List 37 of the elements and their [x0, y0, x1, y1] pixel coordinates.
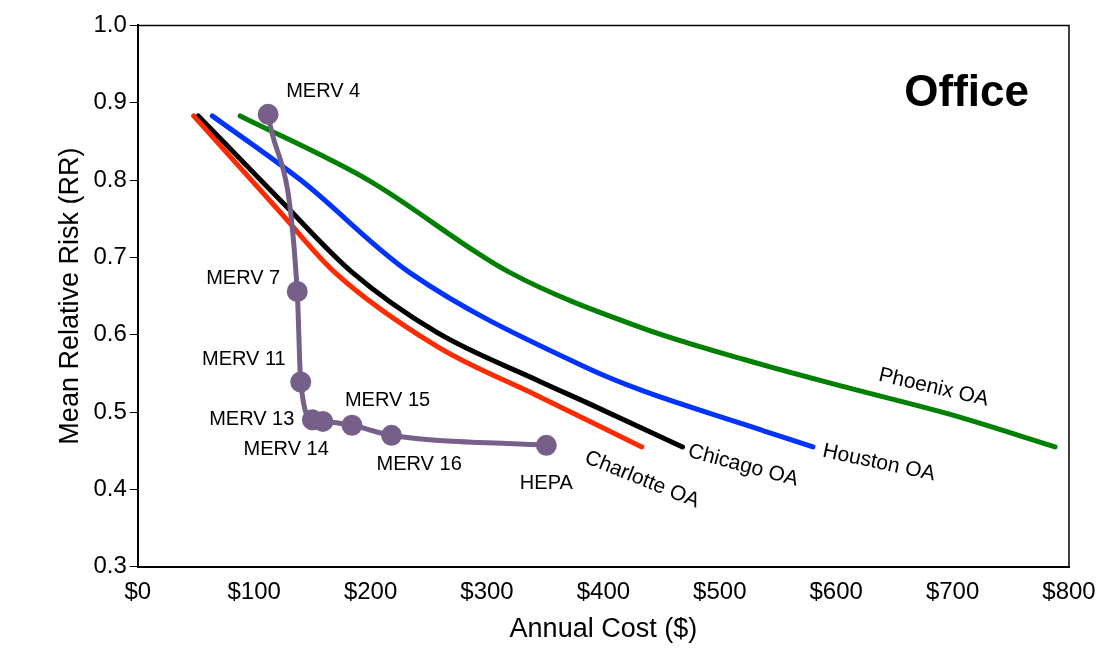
annotation: HEPA: [519, 470, 574, 493]
text: Chicago OA: [686, 438, 802, 490]
text: Houston OA: [820, 438, 938, 485]
text: Office: [904, 65, 1029, 115]
y-tick-label: 0.6: [93, 319, 127, 347]
y-tick-label: 0.4: [93, 474, 127, 502]
x-tick-label: $100: [227, 576, 281, 604]
y-tick-label: 0.9: [93, 87, 127, 115]
x-axis-title: Annual Cost ($): [509, 613, 698, 644]
x-tick-label: $600: [809, 576, 863, 604]
x-tick-label: $400: [576, 576, 631, 604]
annotation: MERV 15: [344, 387, 431, 410]
y-tick-label: 1.0: [93, 10, 127, 38]
point: [290, 371, 312, 393]
point: [257, 103, 279, 125]
x-tick-label: $800: [1042, 576, 1096, 604]
point: [381, 424, 403, 446]
annotation: MERV 11: [201, 347, 286, 370]
annotation: MERV 14: [243, 436, 329, 459]
point: [341, 414, 363, 436]
annotation: MERV 4: [286, 78, 361, 101]
x-tick-label: $700: [925, 576, 980, 604]
x-tick-label: $300: [460, 576, 514, 604]
x-tick-label: $500: [693, 576, 747, 604]
y-tick-label: 0.3: [93, 551, 127, 579]
y-tick-label: 0.5: [93, 396, 127, 424]
annotation: MERV 7: [206, 265, 281, 288]
x-tick-label: $200: [343, 576, 398, 604]
y-tick-label: 0.7: [93, 242, 127, 270]
y-tick-label: 0.8: [93, 164, 127, 192]
text: Phoenix OA: [876, 362, 992, 410]
x-tick-label: $0: [124, 576, 152, 604]
annotation: MERV 13: [209, 407, 295, 430]
point: [286, 280, 308, 302]
point: [535, 434, 557, 456]
y-axis-title: Mean Relative Risk (RR): [53, 147, 84, 445]
annotation: MERV 16: [376, 451, 462, 474]
